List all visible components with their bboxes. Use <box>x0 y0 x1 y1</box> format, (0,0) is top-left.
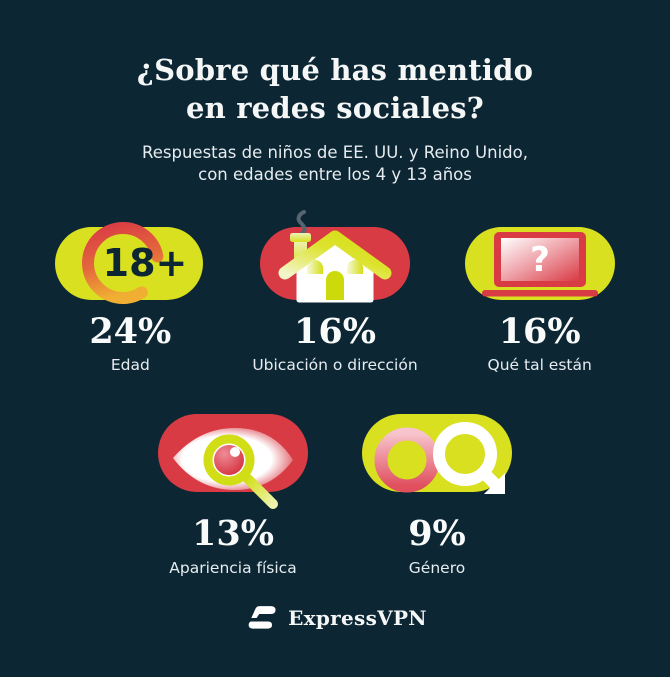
stats-row-1: 18+ 24% Edad <box>0 207 670 375</box>
subtitle-line-2: con edades entre los 4 y 13 años <box>198 165 472 185</box>
stat-value: 9% <box>408 513 466 554</box>
stat-apariencia-fisica: 13% Apariencia física <box>151 390 315 577</box>
female-symbol <box>374 394 440 493</box>
title-line-1: ¿Sobre qué has mentido <box>136 53 534 87</box>
stat-label: Ubicación o dirección <box>252 356 418 375</box>
question-mark-text: ? <box>530 240 550 280</box>
subtitle: Respuestas de niños de EE. UU. y Reino U… <box>0 142 670 186</box>
magnifier-ring <box>203 434 255 486</box>
stat-value: 24% <box>89 310 172 352</box>
page-title: ¿Sobre qué has mentido en redes sociales… <box>0 52 670 127</box>
subtitle-line-1: Respuestas de niños de EE. UU. y Reino U… <box>142 143 528 163</box>
title-line-2: en redes sociales? <box>185 90 485 125</box>
age-badge-text: 18+ <box>103 241 188 285</box>
stat-label: Edad <box>110 356 150 375</box>
male-symbol <box>433 422 505 494</box>
stat-value: 16% <box>498 310 581 352</box>
stat-label: Qué tal están <box>487 356 592 375</box>
age-18-plus-icon: 18+ <box>55 221 204 304</box>
house-icon <box>259 209 410 303</box>
laptop-question-icon: ? <box>464 226 615 300</box>
header: ¿Sobre qué has mentido en redes sociales… <box>0 0 670 186</box>
brand-footer: ExpressVPN <box>0 603 670 633</box>
stat-value: 16% <box>294 310 376 352</box>
brand-name: ExpressVPN <box>288 606 427 631</box>
eye-magnifier-icon <box>158 414 308 509</box>
smoke-icon <box>296 209 307 236</box>
stat-value: 13% <box>192 513 274 554</box>
gender-symbols-icon <box>362 394 512 494</box>
stats-row-2: 13% Apariencia física <box>0 390 670 577</box>
magnifier-handle <box>242 473 278 509</box>
stat-label: Género <box>408 558 466 577</box>
stat-ubicacion: 16% Ubicación o dirección <box>252 207 418 375</box>
stat-que-tal-estan: ? 16% Qué tal están <box>460 207 620 375</box>
stat-edad: 18+ 24% Edad <box>50 207 210 375</box>
expressvpn-logomark-icon <box>248 606 276 629</box>
stat-genero: 9% Género <box>355 390 519 577</box>
stat-label: Apariencia física <box>169 558 297 577</box>
iris <box>214 445 244 475</box>
